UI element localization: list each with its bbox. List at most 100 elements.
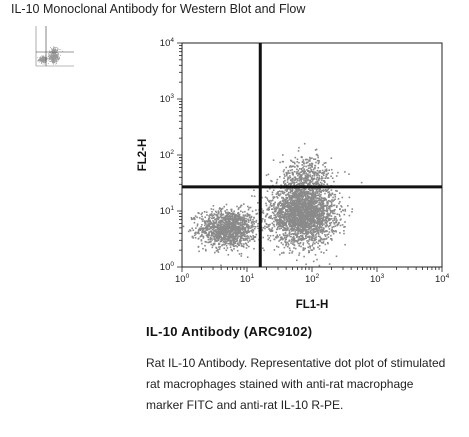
- data-point: [255, 219, 258, 222]
- data-point: [295, 201, 298, 203]
- data-point: [249, 227, 252, 229]
- thumbnail-point: [55, 50, 57, 52]
- data-point: [239, 229, 241, 231]
- data-point: [318, 264, 321, 267]
- data-point: [232, 219, 235, 222]
- data-point: [313, 238, 316, 240]
- data-point: [336, 205, 338, 207]
- data-point: [331, 210, 333, 213]
- data-point: [301, 202, 304, 204]
- data-point: [267, 238, 269, 241]
- data-point: [204, 221, 207, 223]
- data-point: [311, 216, 314, 218]
- data-point: [292, 194, 295, 197]
- data-point: [333, 193, 335, 196]
- data-point: [214, 218, 217, 220]
- data-point: [239, 224, 242, 226]
- data-point: [292, 224, 295, 226]
- data-point: [329, 213, 331, 215]
- data-point: [252, 238, 255, 241]
- thumbnail-point: [56, 54, 58, 56]
- data-point: [227, 242, 230, 245]
- data-point: [270, 205, 273, 207]
- thumbnail-plot[interactable]: [30, 24, 75, 69]
- data-point: [215, 247, 218, 250]
- data-point: [236, 245, 239, 248]
- data-point: [220, 208, 222, 210]
- data-point: [302, 221, 305, 224]
- data-point: [196, 216, 198, 219]
- data-point: [283, 224, 286, 227]
- data-point: [303, 179, 305, 182]
- data-point: [291, 223, 294, 225]
- data-point: [291, 217, 294, 220]
- data-point: [326, 214, 329, 216]
- data-point: [308, 192, 310, 195]
- data-point: [315, 198, 317, 200]
- data-point: [325, 175, 327, 178]
- data-point: [236, 205, 238, 208]
- data-point: [222, 225, 224, 228]
- data-point: [296, 235, 298, 238]
- data-point: [307, 184, 309, 186]
- data-point: [249, 206, 252, 209]
- thumbnail-point: [43, 58, 45, 60]
- data-point: [290, 209, 293, 212]
- data-point: [308, 243, 310, 245]
- data-point: [323, 252, 325, 254]
- data-point: [242, 239, 245, 241]
- data-point: [244, 231, 246, 234]
- thumbnail-point: [49, 55, 51, 57]
- thumbnail-point: [55, 58, 57, 60]
- data-point: [288, 230, 291, 232]
- data-point: [299, 194, 301, 196]
- data-point: [301, 193, 304, 196]
- data-point: [282, 217, 285, 220]
- thumbnail-point: [52, 60, 54, 61]
- data-point: [214, 225, 216, 228]
- data-point: [303, 190, 305, 193]
- data-point: [294, 188, 297, 190]
- thumbnail-point: [59, 58, 60, 60]
- data-point: [298, 180, 301, 182]
- data-point: [308, 237, 311, 239]
- data-point: [215, 240, 218, 242]
- data-point: [315, 205, 317, 207]
- data-point: [308, 164, 311, 167]
- data-point: [254, 226, 257, 228]
- data-point: [247, 221, 250, 223]
- data-point: [344, 210, 347, 212]
- data-point: [198, 227, 201, 230]
- data-point: [310, 205, 313, 208]
- data-point: [243, 203, 245, 205]
- thumbnail-point: [55, 60, 57, 62]
- data-point: [331, 193, 333, 195]
- data-point: [210, 235, 212, 237]
- data-point: [217, 243, 220, 246]
- thumbnail-point: [51, 49, 53, 50]
- data-point: [232, 227, 235, 230]
- data-point: [318, 170, 320, 173]
- data-point: [313, 235, 315, 237]
- thumbnail-dots: [37, 46, 63, 65]
- data-point: [331, 199, 333, 201]
- data-point: [283, 221, 286, 223]
- data-point: [305, 213, 308, 215]
- data-point: [224, 220, 227, 222]
- data-point: [282, 251, 285, 254]
- data-point: [317, 167, 320, 169]
- data-point: [200, 226, 202, 228]
- data-point: [288, 198, 290, 201]
- thumbnail-point: [54, 55, 56, 56]
- data-point: [271, 193, 274, 196]
- data-point: [272, 234, 275, 237]
- data-point: [273, 214, 276, 216]
- thumbnail-point: [41, 61, 42, 63]
- data-point: [314, 211, 317, 214]
- data-point: [327, 203, 329, 205]
- data-point: [291, 214, 293, 217]
- data-point: [191, 218, 193, 221]
- data-point: [277, 221, 279, 224]
- data-point: [334, 216, 337, 218]
- data-point: [255, 209, 257, 211]
